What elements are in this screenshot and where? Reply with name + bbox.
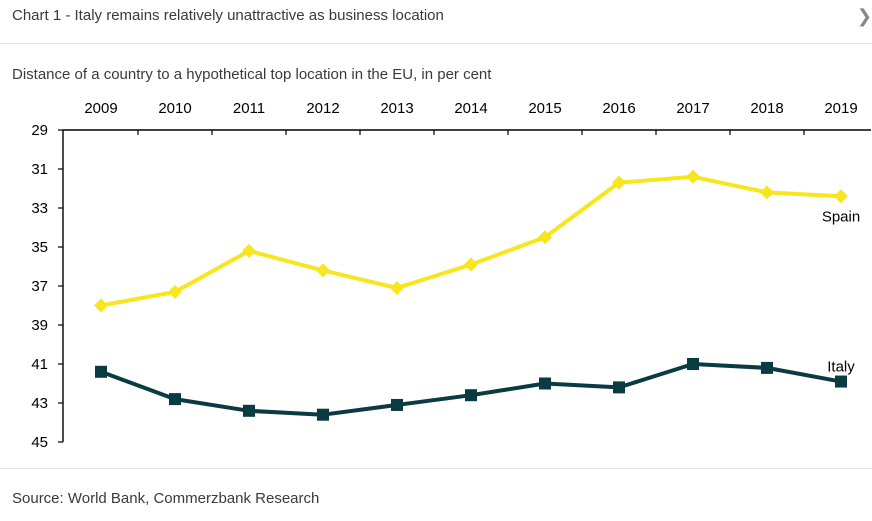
spain-line — [100, 174, 842, 308]
y-tick-label: 35 — [31, 239, 48, 256]
y-tick-label: 41 — [31, 356, 48, 373]
spain-point — [612, 175, 626, 190]
x-tick-label: 2009 — [84, 100, 117, 117]
italy-point — [391, 398, 403, 411]
italy-point — [169, 393, 181, 406]
chart-title: Chart 1 - Italy remains relatively unatt… — [12, 7, 444, 24]
italy-point — [317, 408, 329, 421]
italy-point — [243, 404, 255, 417]
y-tick-label: 39 — [31, 317, 48, 334]
chart-subtitle: Distance of a country to a hypothetical … — [12, 66, 492, 83]
x-tick-label: 2012 — [306, 100, 339, 117]
spain-point — [834, 189, 848, 204]
y-tick-label: 33 — [31, 200, 48, 217]
spain-point — [168, 284, 182, 299]
series-spain — [94, 169, 848, 313]
y-tick-label: 45 — [31, 434, 48, 451]
spain-point — [760, 185, 774, 200]
x-tick-label: 2018 — [750, 100, 783, 117]
italy-point — [687, 358, 699, 370]
series-italy — [95, 358, 847, 421]
series-group — [94, 169, 848, 421]
line-chart: 2009 2010 2011 2012 2013 2014 2015 2016 2017 2018… — [31, 100, 871, 451]
footer-divider — [0, 468, 872, 469]
italy-point — [613, 381, 625, 394]
spain-point — [316, 263, 330, 278]
spain-point — [464, 257, 478, 272]
spain-point — [686, 169, 700, 184]
chart-header: Chart 1 - Italy remains relatively unatt… — [0, 0, 872, 44]
y-axis-ticks: 29 31 33 35 37 39 41 43 45 — [31, 122, 63, 451]
x-tick-label: 2014 — [454, 100, 487, 117]
x-tick-label: 2019 — [824, 100, 857, 117]
source-note: Source: World Bank, Commerzbank Research — [12, 490, 320, 507]
spain-point — [94, 298, 108, 313]
series-label-spain: Spain — [822, 208, 860, 225]
x-tick-label: 2017 — [676, 100, 709, 117]
series-labels: Spain Italy — [822, 208, 860, 375]
italy-point — [465, 389, 477, 402]
y-tick-label: 29 — [31, 122, 48, 139]
spain-point — [390, 280, 404, 295]
italy-point — [835, 375, 847, 388]
x-tick-label: 2010 — [158, 100, 191, 117]
italy-point — [761, 361, 773, 374]
x-axis-ticks: 2009 2010 2011 2012 2013 2014 2015 2016 2017 2018… — [84, 100, 858, 135]
y-tick-label: 31 — [31, 161, 48, 178]
x-tick-label: 2016 — [602, 100, 635, 117]
y-tick-label: 37 — [31, 278, 48, 295]
series-label-italy: Italy — [827, 359, 855, 376]
x-tick-label: 2011 — [233, 100, 265, 117]
chevron-right-icon[interactable]: ❯ — [856, 6, 872, 26]
spain-point — [242, 243, 256, 258]
italy-point — [539, 377, 551, 390]
italy-point — [95, 365, 107, 378]
spain-point — [538, 230, 552, 245]
x-tick-label: 2015 — [528, 100, 561, 117]
y-tick-label: 43 — [31, 395, 48, 412]
x-tick-label: 2013 — [380, 100, 413, 117]
